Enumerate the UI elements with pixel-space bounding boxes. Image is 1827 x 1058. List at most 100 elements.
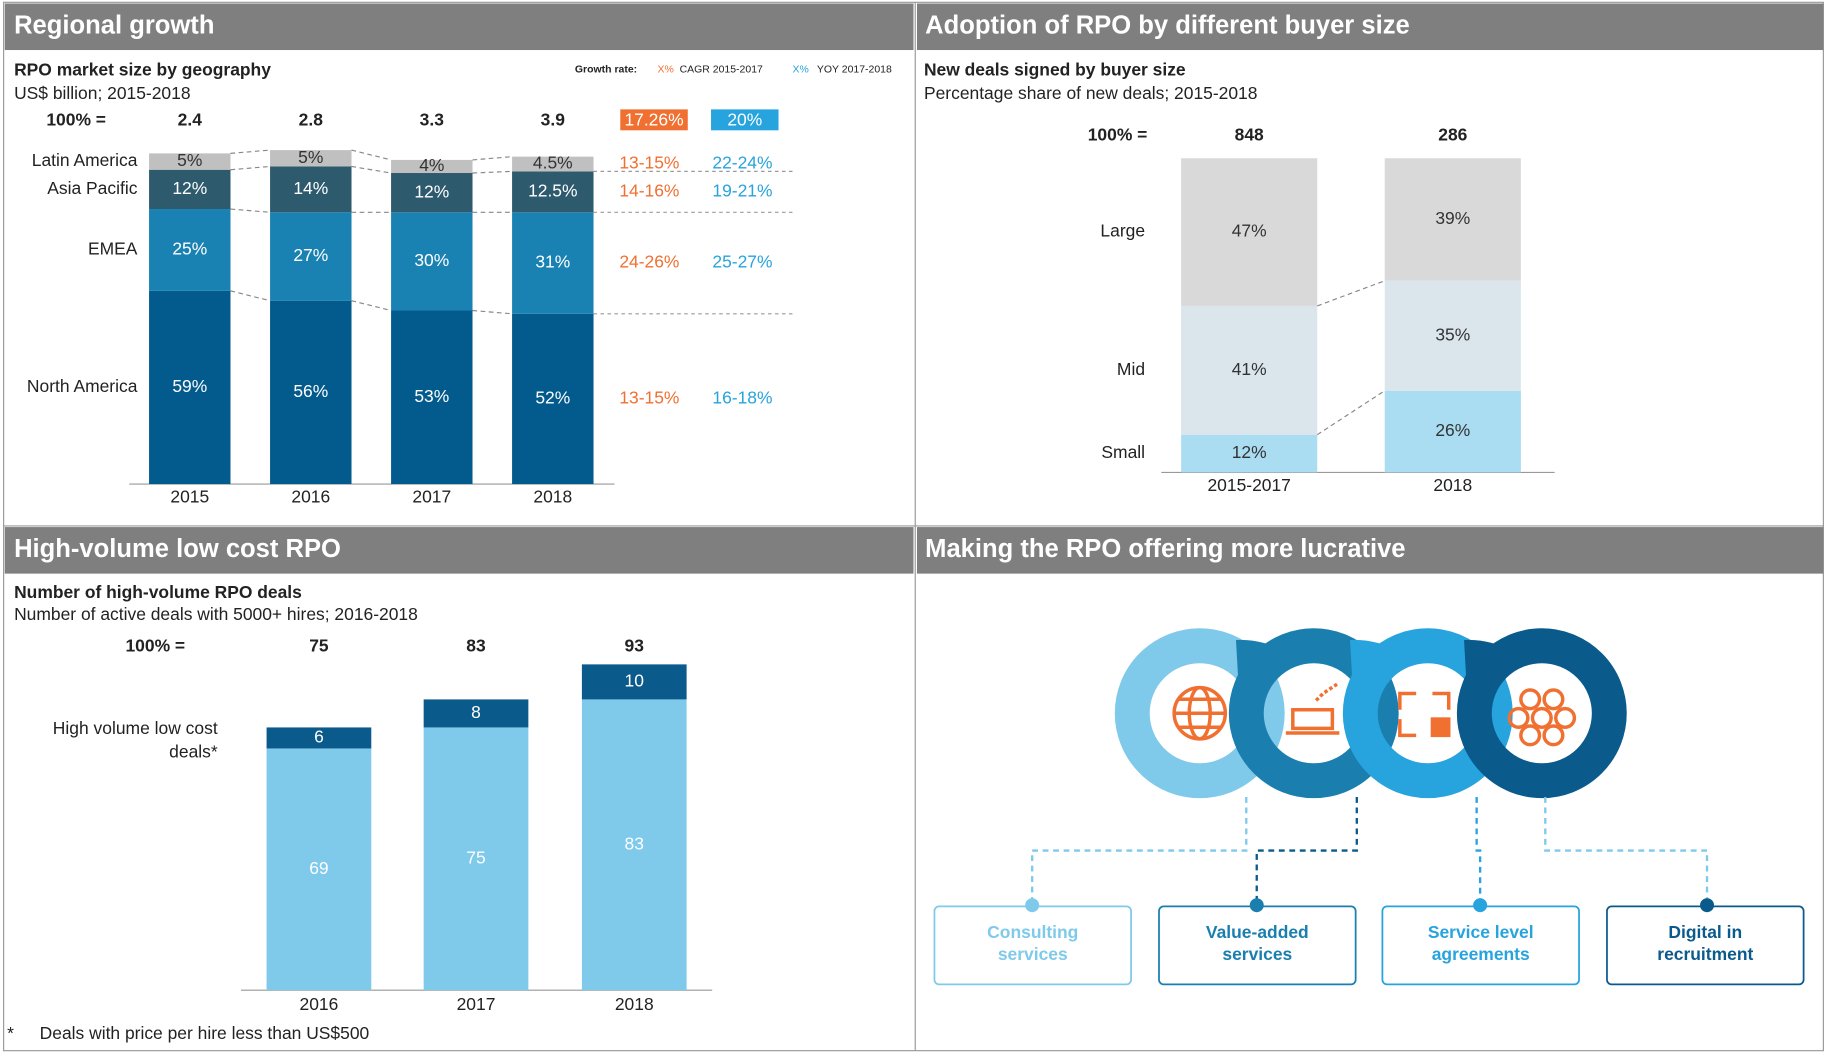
growth-value: 22-24% [712,153,772,173]
connector [231,209,271,212]
series-name: EMEA [88,239,138,259]
data-label: 12% [172,178,207,198]
data-label: 52% [535,388,570,408]
growth-total: 17.26% [624,110,683,130]
x-tick-label: 2015-2017 [1207,475,1290,495]
total-label: 100% = [1088,125,1148,145]
data-label: 27% [293,245,328,265]
laptop-icon [1293,710,1333,729]
series-name: North America [27,376,138,396]
total-value: 93 [625,636,645,656]
connector [1257,797,1357,903]
data-label: 30% [414,250,449,270]
service-label-box: Consulting services [952,922,1114,973]
x-tick-label: 2016 [291,487,330,507]
total-value: 3.3 [420,110,445,130]
qr-icon [1432,719,1448,735]
people-icon [1556,709,1575,728]
data-label: 53% [414,386,449,406]
panel-title: Making the RPO offering more lucrative [925,535,1405,563]
data-label: 6 [314,727,324,747]
chart-subtitle: Number of active deals with 5000+ hires;… [14,604,418,624]
connector [1317,281,1384,306]
growth-value: 19-21% [712,180,772,200]
footnote: Deals with price per hire less than US$5… [40,1023,370,1043]
x-tick-label: 2015 [170,487,209,507]
data-label: 26% [1435,420,1470,440]
data-label: 4% [419,155,444,175]
series-name: Mid [1117,359,1145,379]
connector-dot [1473,898,1487,912]
total-value: 75 [309,636,329,656]
connector-dot [1700,898,1714,912]
series-name: Small [1101,442,1145,462]
growth-total: 20% [727,110,762,130]
connector [352,150,392,160]
series-name-box: High volume low cost deals* [48,718,218,769]
growth-value: 13-15% [619,153,679,173]
growth-value: 14-16% [619,180,679,200]
service-label: Service level agreements [1400,922,1562,966]
ring-overlap [1237,657,1279,669]
connectors [1032,797,1707,903]
connector-dot [1025,898,1039,912]
connector-dot [1250,898,1264,912]
people-icon [1544,690,1563,709]
data-label: 75 [466,847,485,867]
panel-title: High-volume low cost RPO [14,535,341,563]
total-label: 100% = [46,110,106,130]
data-label: 47% [1232,221,1267,241]
dashboard: Regional growth Adoption of RPO by diffe… [0,0,1827,1053]
legend-text: CAGR 2015-2017 [680,65,763,76]
service-label: Consulting services [952,922,1114,966]
connector [1477,797,1480,903]
series-name: Large [1100,221,1145,241]
chart-subtitle: US$ billion; 2015-2018 [14,83,190,103]
data-label: 69 [309,858,328,878]
service-label: Digital in recruitment [1624,922,1786,966]
total-value: 286 [1438,125,1467,145]
chart-title: RPO market size by geography [14,60,271,80]
series-name: Asia Pacific [47,178,137,198]
data-label: 4.5% [533,153,573,173]
people-icon [1521,690,1540,709]
panel-title: Adoption of RPO by different buyer size [925,12,1410,40]
growth-value: 13-15% [619,388,679,408]
legend-text: YOY 2017-2018 [817,65,892,76]
connector [1317,391,1384,435]
total-value: 848 [1235,125,1264,145]
x-tick-label: 2018 [533,487,572,507]
data-label: 12% [1232,442,1267,462]
growth-value: 24-26% [619,252,679,272]
data-label: 8 [471,702,481,722]
x-tick-label: 2018 [1433,475,1472,495]
panel-title: Regional growth [14,12,214,40]
chart-title: Number of high-volume RPO deals [14,582,302,602]
connector [231,166,271,169]
data-label: 31% [535,252,570,272]
connector [1032,797,1246,903]
x-tick-label: 2017 [457,994,496,1014]
service-label-box: Value-added services [1176,922,1338,973]
data-label: 12% [414,181,449,201]
data-label: 14% [293,178,328,198]
connector [473,157,513,160]
x-tick-label: 2018 [615,994,654,1014]
data-label: 83 [625,833,644,853]
data-label: 35% [1435,324,1470,344]
data-label: 10 [625,671,645,691]
people-icon [1521,726,1540,745]
total-value: 2.8 [299,110,324,130]
connector [352,166,392,173]
growth-value: 25-27% [712,252,772,272]
data-label: 5% [298,147,323,167]
people-icon [1533,709,1552,728]
connector [352,301,392,311]
connector [231,150,271,153]
series-name: High volume low cost deals* [48,718,218,765]
data-label: 39% [1435,208,1470,228]
connector [231,291,271,301]
connector [473,311,513,314]
chart-title: New deals signed by buyer size [924,60,1186,80]
legend-marker: X% [792,65,808,76]
